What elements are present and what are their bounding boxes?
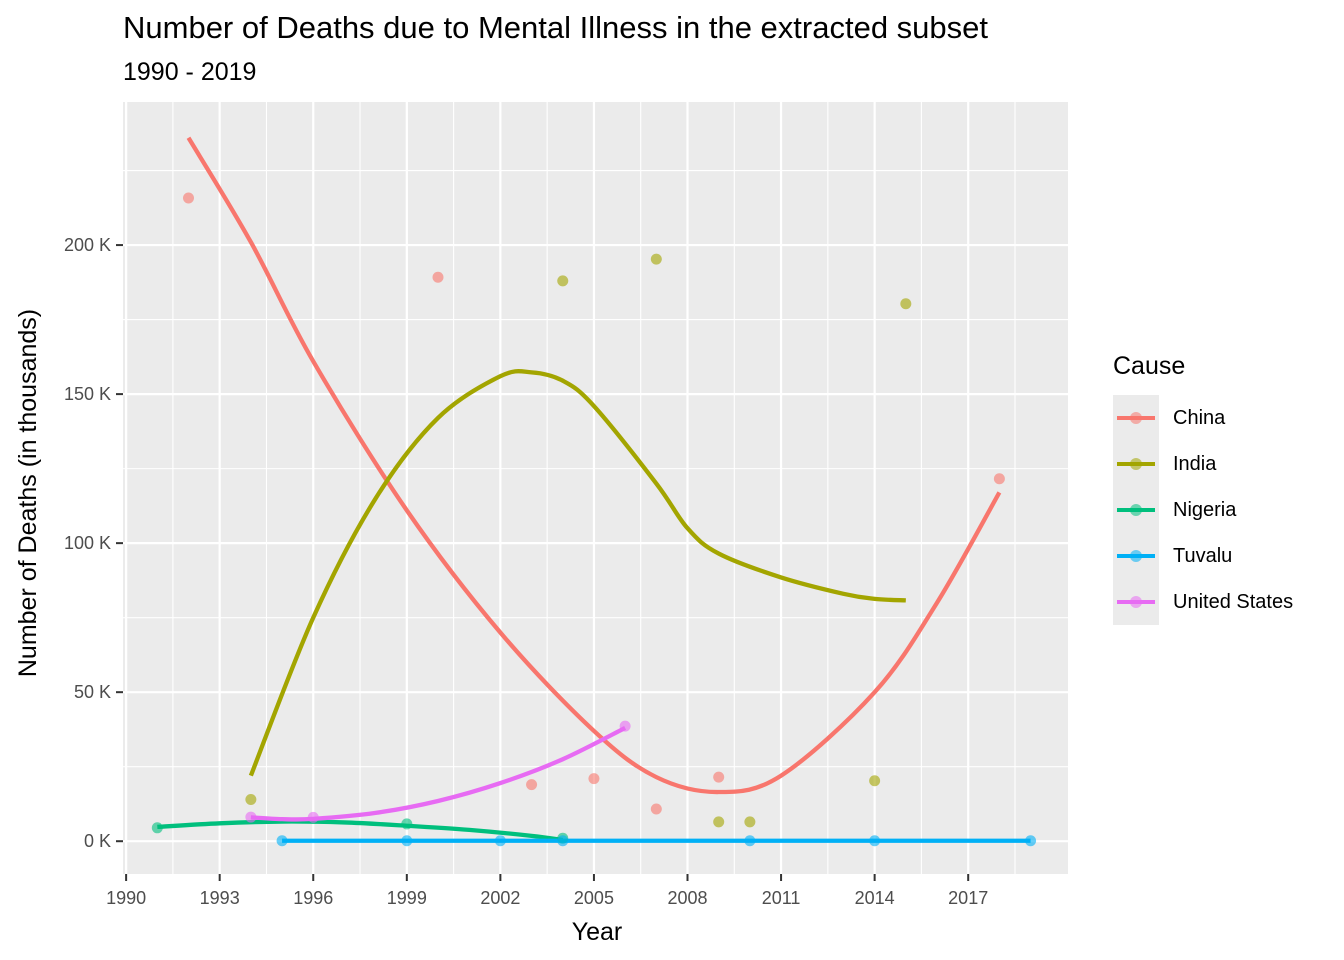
point-tuvalu [557,835,569,847]
data-points [151,192,1037,847]
point-nigeria [401,818,413,830]
legend-key-china [1113,395,1159,441]
legend-key-tuvalu [1113,533,1159,579]
point-tuvalu [744,835,756,847]
y-axis-title: Number of Deaths (in thousands) [14,309,42,677]
point-tuvalu [276,835,288,847]
point-india [900,298,912,310]
legend-item-tuvalu: Tuvalu [1113,533,1293,579]
legend-key-dot [1130,550,1142,562]
point-china [650,803,662,815]
legend-title: Cause [1113,352,1186,380]
legend-key-dot [1130,596,1142,608]
point-tuvalu [1025,835,1037,847]
x-tick-label: 2002 [480,888,520,908]
legend-key-dot [1130,504,1142,516]
point-tuvalu [869,835,881,847]
legend-key-nigeria [1113,487,1159,533]
legend: Cause China India Nigeria Tuvalu United Stat… [1113,352,1293,625]
legend-item-china: China [1113,395,1293,441]
point-united-states [307,811,319,823]
point-india [869,775,881,787]
trend-india [248,369,906,777]
trend-united-states [250,726,627,822]
trend-china [186,136,1002,795]
legend-key-united-states [1113,579,1159,625]
x-tick-label: 2014 [855,888,895,908]
point-china [993,473,1005,485]
legend-item-india: India [1113,441,1293,487]
chart-subtitle: 1990 - 2019 [123,58,257,86]
legend-key-dot [1130,458,1142,470]
point-china [182,192,194,204]
point-united-states [245,811,257,823]
trend-lines [157,136,1031,843]
point-china [713,771,725,783]
legend-label: India [1173,452,1217,475]
point-nigeria [151,822,163,834]
legend-key-dot [1130,412,1142,424]
x-tick-label: 1996 [293,888,333,908]
point-india [744,816,756,828]
trend-nigeria [157,819,564,843]
axes: 1990 1993 1996 1999 2002 2005 2008 2011 2014 2017… [64,235,988,908]
x-tick-label: 1990 [106,888,146,908]
legend-items: China India Nigeria Tuvalu United States [1113,395,1293,625]
point-india [245,793,257,805]
plot-panel [123,102,1068,874]
y-tick-label: 150 K [64,384,111,404]
legend-label: Tuvalu [1173,544,1233,567]
point-china [432,271,444,283]
point-united-states [619,720,631,732]
legend-item-united-states: United States [1113,579,1293,625]
x-tick-label: 1993 [200,888,240,908]
point-india [713,816,725,828]
chart-title: Number of Deaths due to Mental Illness i… [123,10,989,45]
point-china [526,779,538,791]
point-tuvalu [401,835,413,847]
legend-label: Nigeria [1173,498,1237,521]
x-tick-label: 2008 [667,888,707,908]
legend-item-nigeria: Nigeria [1113,487,1293,533]
y-tick-label: 50 K [74,682,111,702]
point-tuvalu [494,835,506,847]
grid-lines [123,102,1068,874]
x-axis-title: Year [572,918,623,946]
legend-key-india [1113,441,1159,487]
y-tick-label: 100 K [64,533,111,553]
legend-label: United States [1173,590,1294,613]
x-tick-label: 1999 [387,888,427,908]
x-tick-label: 2011 [762,888,801,908]
x-tick-label: 2005 [574,888,614,908]
y-tick-label: 0 K [84,831,111,851]
point-china [588,773,600,785]
point-india [650,253,662,265]
x-tick-label: 2017 [948,888,988,908]
legend-label: China [1173,406,1226,429]
y-tick-label: 200 K [64,235,111,255]
point-india [557,275,569,287]
